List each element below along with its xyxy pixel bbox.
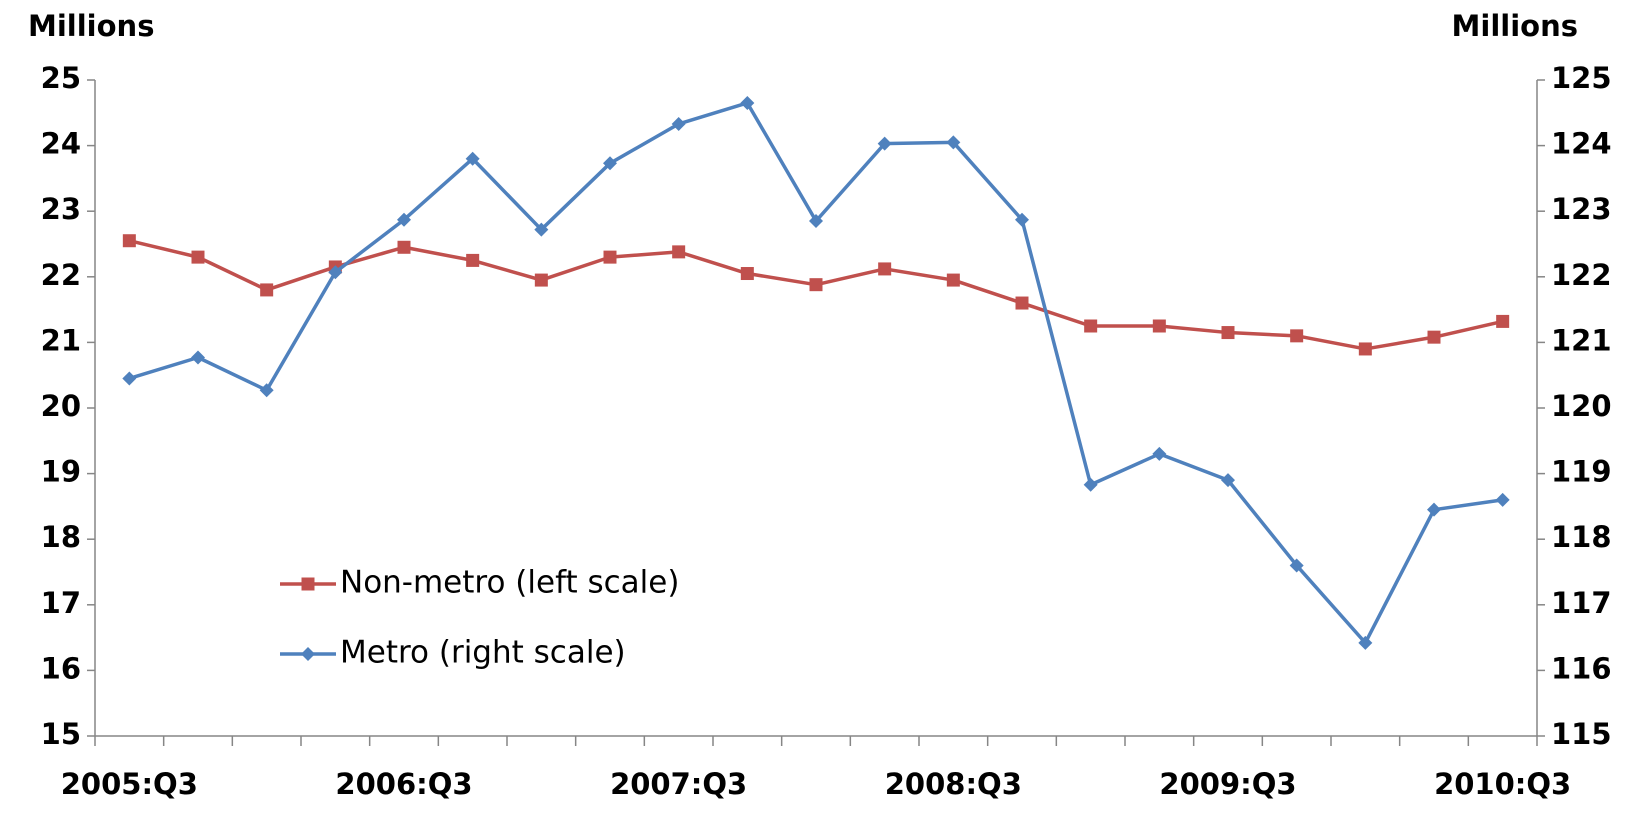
x-tick-label: 2005:Q3: [61, 767, 198, 801]
x-tick-label: 2010:Q3: [1434, 767, 1571, 801]
y2-tick-label: 120: [1551, 389, 1612, 423]
data-point: [122, 371, 137, 386]
data-point: [534, 273, 548, 287]
y-tick-label: 21: [41, 323, 81, 357]
y-tick-label: 23: [41, 192, 81, 226]
y2-tick-label: 121: [1551, 323, 1612, 357]
y2-axis-title: Millions: [1452, 9, 1578, 43]
data-point: [534, 222, 549, 237]
y-axis-title: Millions: [28, 9, 154, 43]
data-point: [1152, 319, 1166, 333]
data-point: [191, 350, 205, 365]
data-point: [260, 283, 274, 297]
x-tick-label: 2009:Q3: [1159, 767, 1296, 801]
data-point: [878, 262, 892, 276]
data-point: [122, 234, 136, 248]
data-point: [603, 250, 617, 264]
data-point: [1221, 473, 1235, 488]
data-point: [1290, 329, 1304, 343]
y-tick-label: 15: [41, 717, 81, 751]
y2-tick-label: 123: [1551, 192, 1612, 226]
data-point: [740, 267, 754, 281]
y-tick-label: 20: [41, 389, 81, 423]
data-point: [466, 253, 480, 267]
data-point: [672, 245, 686, 259]
data-point: [1495, 492, 1510, 507]
data-point: [809, 214, 823, 229]
legend-label: Non-metro (left scale): [340, 565, 679, 601]
data-point: [328, 265, 343, 280]
data-point: [740, 95, 755, 110]
data-point: [1152, 446, 1167, 461]
data-point: [259, 383, 274, 398]
y-tick-label: 16: [41, 651, 81, 685]
data-point: [809, 278, 823, 292]
x-tick-label: 2006:Q3: [335, 767, 472, 801]
data-point: [1015, 212, 1029, 227]
legend-marker: [301, 647, 315, 661]
y-tick-label: 18: [41, 520, 81, 554]
y2-tick-label: 117: [1551, 586, 1612, 620]
y2-tick-label: 116: [1551, 651, 1612, 685]
data-point: [397, 240, 411, 254]
data-point: [1358, 635, 1373, 650]
data-point: [1427, 502, 1441, 517]
data-point: [1289, 558, 1304, 573]
data-point: [1496, 314, 1510, 328]
y-tick-label: 19: [41, 455, 81, 489]
data-point: [1015, 296, 1029, 310]
y-tick-label: 25: [41, 61, 81, 95]
data-point: [191, 250, 205, 264]
y2-tick-label: 119: [1551, 455, 1612, 489]
data-point: [946, 135, 961, 150]
data-point: [397, 212, 411, 227]
data-point: [1358, 342, 1372, 356]
data-point: [1221, 326, 1235, 340]
data-point: [877, 136, 892, 151]
y2-tick-label: 125: [1551, 61, 1612, 95]
data-point: [465, 151, 480, 166]
data-point: [1083, 477, 1098, 492]
x-tick-label: 2007:Q3: [610, 767, 747, 801]
data-point: [603, 156, 617, 171]
x-tick-label: 2008:Q3: [885, 767, 1022, 801]
data-point: [1427, 330, 1441, 344]
y2-tick-label: 122: [1551, 258, 1612, 292]
legend-label: Metro (right scale): [340, 635, 626, 671]
legend-marker: [301, 577, 315, 591]
y2-tick-label: 124: [1551, 127, 1612, 161]
y2-tick-label: 118: [1551, 520, 1612, 554]
y-tick-label: 22: [41, 258, 81, 292]
y-tick-label: 24: [41, 127, 81, 161]
data-point: [1084, 319, 1098, 333]
data-point: [671, 116, 686, 131]
y2-tick-label: 115: [1551, 717, 1612, 751]
y-tick-label: 17: [41, 586, 81, 620]
data-point: [946, 273, 960, 287]
